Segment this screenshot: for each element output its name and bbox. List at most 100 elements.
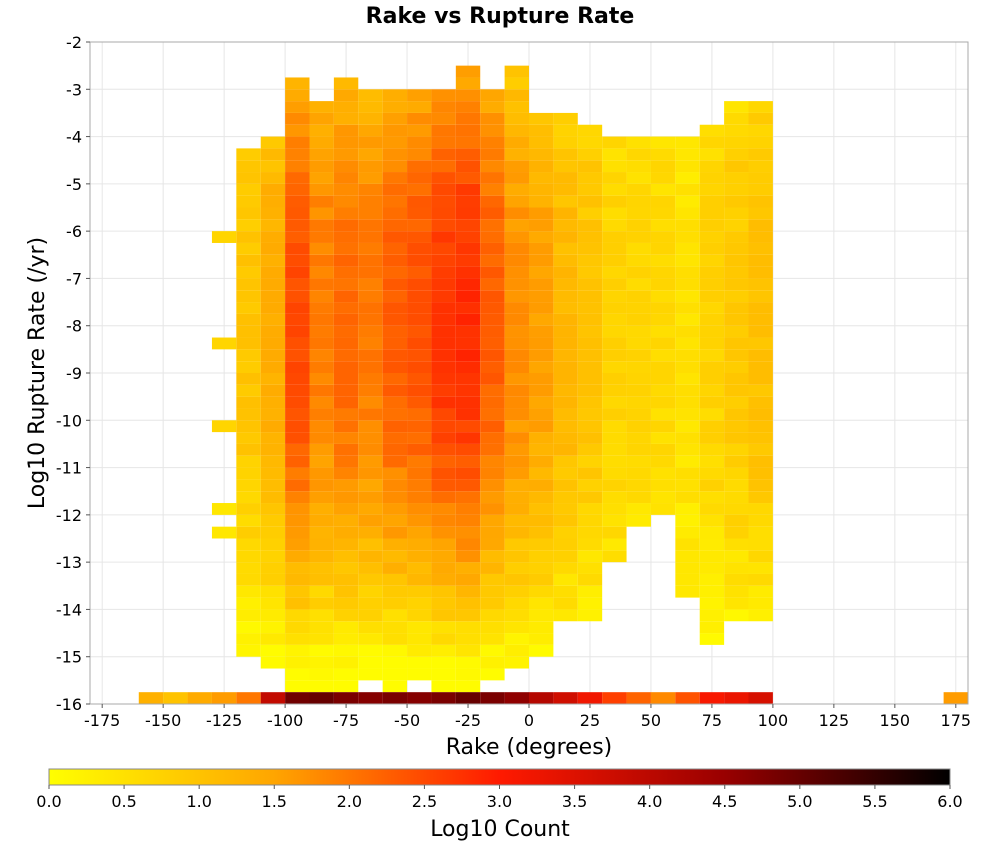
- heatmap-cell: [309, 325, 334, 338]
- y-tick-label: -5: [66, 175, 82, 194]
- heatmap-cell: [650, 278, 676, 291]
- heatmap-cell: [455, 112, 481, 125]
- heatmap-cell: [382, 467, 408, 480]
- heatmap-cell: [675, 432, 700, 444]
- heatmap-cell: [333, 408, 359, 421]
- heatmap-cell: [748, 538, 773, 551]
- heatmap-cell: [285, 597, 310, 610]
- heatmap-cell: [504, 621, 529, 634]
- heatmap-cell: [431, 644, 456, 657]
- heatmap-cell: [431, 373, 456, 385]
- heatmap-cell: [724, 455, 749, 468]
- colorbar-label: Log10 Count: [430, 817, 570, 842]
- heatmap-cell: [236, 692, 261, 704]
- colorbar-tick-label: 0.5: [111, 792, 136, 811]
- heatmap-cell: [724, 302, 749, 314]
- heatmap-cell: [504, 89, 529, 102]
- heatmap-cell: [309, 101, 334, 113]
- heatmap-cell: [236, 219, 261, 232]
- heatmap-cell: [553, 207, 578, 220]
- heatmap-cell: [602, 361, 627, 373]
- heatmap-cell: [675, 467, 700, 480]
- heatmap-cell: [724, 219, 749, 232]
- heatmap-cell: [699, 290, 725, 303]
- heatmap-cell: [431, 668, 456, 681]
- heatmap-cell: [431, 231, 456, 243]
- heatmap-cell: [675, 290, 700, 303]
- heatmap-cell: [407, 443, 432, 456]
- heatmap-cell: [407, 514, 432, 527]
- heatmap-cell: [358, 148, 383, 161]
- heatmap-cell: [431, 562, 456, 574]
- heatmap-cell: [382, 266, 408, 279]
- heatmap-cell: [236, 609, 261, 622]
- heatmap-cell: [236, 585, 261, 598]
- heatmap-cell: [358, 172, 383, 184]
- y-tick-label: -8: [66, 317, 82, 336]
- heatmap-cell: [431, 408, 456, 421]
- heatmap-cell: [455, 621, 481, 634]
- heatmap-cell: [431, 692, 456, 704]
- heatmap-cell: [504, 644, 529, 657]
- heatmap-cell: [260, 692, 286, 704]
- heatmap-cell: [553, 503, 578, 515]
- heatmap-cell: [602, 373, 627, 385]
- heatmap-cell: [748, 467, 773, 480]
- heatmap-cell: [675, 384, 700, 397]
- heatmap-cell: [455, 526, 481, 539]
- heatmap-cell: [236, 503, 261, 515]
- heatmap-cell: [455, 680, 481, 693]
- heatmap-cell: [407, 668, 432, 681]
- heatmap-cell: [285, 361, 310, 373]
- heatmap-cell: [285, 219, 310, 232]
- heatmap-cell: [480, 89, 505, 102]
- heatmap-cell: [577, 396, 603, 409]
- heatmap-cell: [504, 195, 529, 208]
- heatmap-cell: [309, 491, 334, 504]
- heatmap-cell: [650, 349, 676, 362]
- heatmap-cell: [309, 219, 334, 232]
- x-tick-label: 0: [524, 711, 534, 730]
- heatmap-cell: [431, 242, 456, 255]
- heatmap-cell: [553, 443, 578, 456]
- heatmap-cell: [455, 242, 481, 255]
- heatmap-cell: [504, 254, 529, 267]
- heatmap-cell: [553, 183, 578, 196]
- heatmap-cell: [504, 443, 529, 456]
- heatmap-cell: [285, 373, 310, 385]
- colorbar-tick-label: 0.0: [36, 792, 61, 811]
- heatmap-cell: [382, 621, 408, 634]
- heatmap-cell: [260, 491, 286, 504]
- heatmap-cell: [285, 278, 310, 291]
- colorbar-tick-label: 3.5: [562, 792, 587, 811]
- heatmap-cell: [236, 633, 261, 645]
- heatmap-cell: [309, 349, 334, 362]
- heatmap-cell: [675, 242, 700, 255]
- heatmap-cell: [407, 195, 432, 208]
- heatmap-cell: [553, 302, 578, 314]
- heatmap-cell: [431, 384, 456, 397]
- heatmap-cell: [236, 396, 261, 409]
- heatmap-cell: [602, 692, 627, 704]
- heatmap-cell: [577, 160, 603, 173]
- heatmap-cell: [480, 692, 505, 704]
- heatmap-cell: [504, 325, 529, 338]
- heatmap-cell: [285, 77, 310, 90]
- heatmap-cells: [138, 65, 968, 704]
- heatmap-cell: [650, 219, 676, 232]
- heatmap-cell: [431, 396, 456, 409]
- heatmap-cell: [650, 136, 676, 149]
- heatmap-cell: [602, 136, 627, 149]
- heatmap-cell: [529, 526, 554, 539]
- heatmap-cell: [333, 479, 359, 492]
- heatmap-cell: [480, 633, 505, 645]
- heatmap-cell: [358, 136, 383, 149]
- heatmap-cell: [504, 538, 529, 551]
- heatmap-cell: [285, 231, 310, 243]
- heatmap-cell: [529, 384, 554, 397]
- heatmap-cell: [309, 526, 334, 539]
- heatmap-cell: [236, 467, 261, 480]
- heatmap-cell: [602, 396, 627, 409]
- heatmap-cell: [626, 136, 651, 149]
- heatmap-cell: [626, 313, 651, 326]
